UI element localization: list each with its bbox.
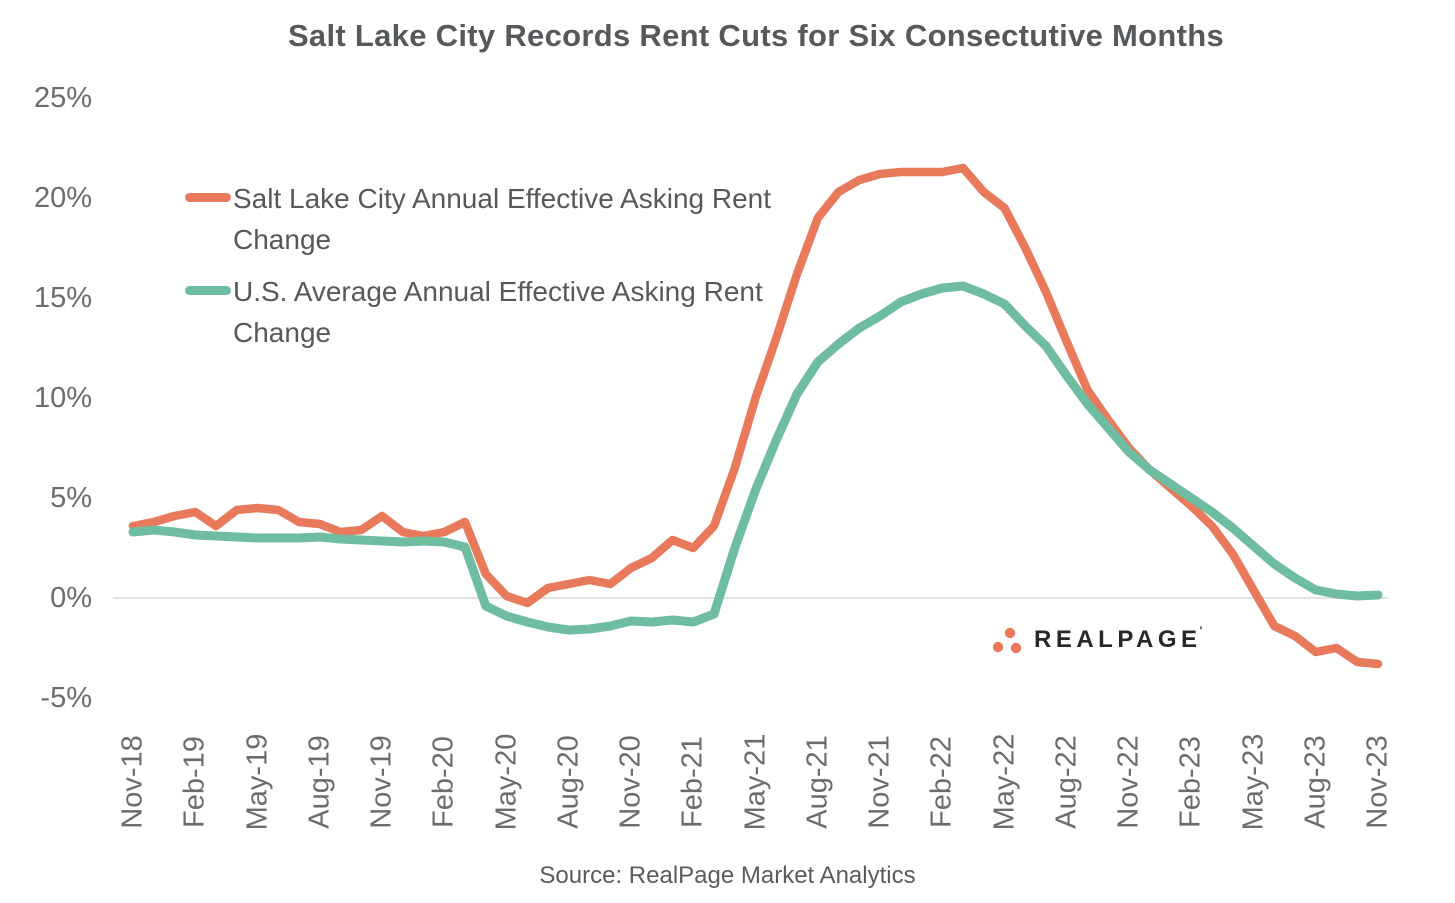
us-average-line-swatch-icon — [185, 286, 231, 295]
series-line-1 — [128, 281, 1383, 635]
salt-lake-city-line-swatch-icon — [185, 193, 231, 202]
legend-label-salt-lake-city: Salt Lake City Annual Effective Asking R… — [233, 183, 772, 255]
legend-item-salt-lake-city: Salt Lake City Annual Effective Asking R… — [185, 178, 793, 260]
x-tick-label: Feb-23 — [1174, 736, 1207, 828]
x-tick-label: Feb-20 — [427, 736, 460, 828]
x-tick-label: May-20 — [490, 733, 522, 831]
y-tick-label: 5% — [50, 482, 92, 514]
x-tick-label: Aug-23 — [1299, 735, 1332, 829]
y-tick-label: -5% — [40, 682, 92, 714]
realpage-logo: REALPAGE ' — [992, 618, 1204, 662]
legend-label-us-average: U.S. Average Annual Effective Asking Ren… — [233, 276, 763, 348]
x-tick-label: May-23 — [1237, 733, 1269, 831]
y-tick-label: 25% — [33, 82, 92, 114]
x-tick-label: May-22 — [988, 733, 1020, 831]
realpage-trademark-mark: ' — [1199, 625, 1203, 637]
x-tick-label: Aug-19 — [303, 735, 336, 829]
realpage-dots-icon — [992, 627, 1022, 654]
x-tick-label: Nov-21 — [863, 735, 896, 829]
y-tick-label: 0% — [50, 582, 92, 614]
y-tick-label: 10% — [33, 382, 92, 414]
x-tick-label: Aug-22 — [1050, 735, 1083, 829]
x-tick-label: Nov-23 — [1361, 735, 1394, 829]
x-tick-label: Nov-22 — [1112, 735, 1145, 829]
x-tick-label: May-21 — [739, 733, 771, 831]
x-tick-label: Nov-18 — [116, 735, 149, 829]
x-tick-label: May-19 — [241, 733, 273, 831]
x-tick-label: Aug-21 — [801, 735, 834, 829]
legend-item-us-average: U.S. Average Annual Effective Asking Ren… — [185, 271, 793, 353]
x-tick-label: Feb-21 — [676, 736, 709, 828]
x-tick-label: Feb-19 — [178, 736, 211, 828]
x-tick-label: Aug-20 — [552, 735, 585, 829]
y-tick-label: 20% — [33, 182, 92, 214]
realpage-logo-text: REALPAGE — [1034, 626, 1202, 653]
legend: Salt Lake City Annual Effective Asking R… — [185, 178, 793, 364]
x-tick-label: Feb-22 — [925, 736, 958, 828]
chart-title: Salt Lake City Records Rent Cuts for Six… — [287, 18, 1225, 53]
x-tick-label: Nov-20 — [614, 735, 647, 829]
source-note: Source: RealPage Market Analytics — [539, 862, 916, 889]
x-tick-label: Nov-19 — [365, 735, 398, 829]
y-tick-label: 15% — [33, 282, 92, 314]
